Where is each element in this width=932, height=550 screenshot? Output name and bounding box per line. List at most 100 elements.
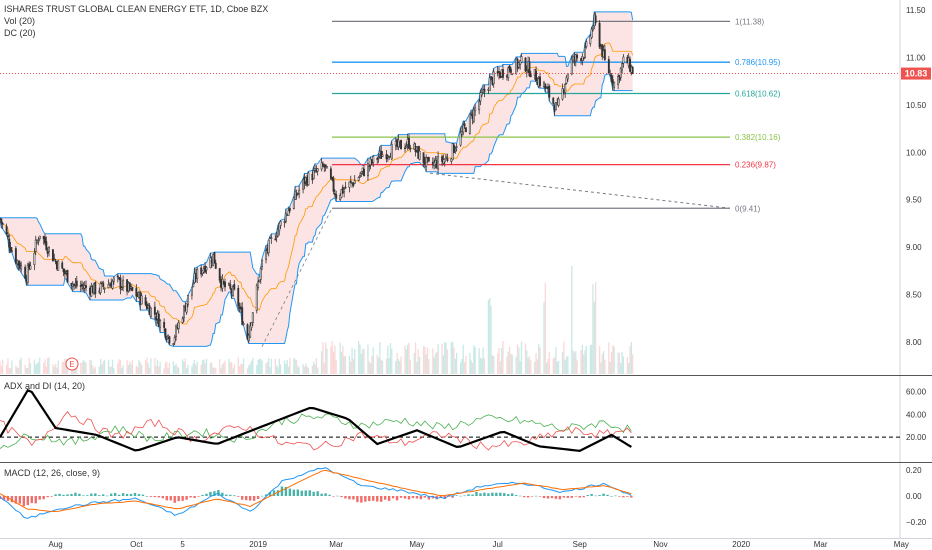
volume-bar — [11, 360, 13, 374]
candle-body — [528, 61, 531, 77]
macd-histogram-bar — [558, 496, 562, 500]
macd-histogram-bar — [221, 492, 224, 496]
macd-histogram-bar — [379, 496, 383, 502]
volume-bar — [544, 282, 546, 374]
volume-bar — [332, 351, 335, 374]
volume-bar — [454, 358, 456, 374]
volume-bar — [307, 367, 310, 374]
chart-title[interactable]: ISHARES TRUST GLOBAL CLEAN ENERGY ETF, 1… — [4, 4, 268, 14]
volume-bar — [499, 361, 501, 374]
volume-bar — [306, 366, 308, 374]
adx-legend[interactable]: ADX and DI (14, 20) — [4, 381, 85, 391]
volume-bar — [482, 347, 484, 374]
candle-body — [94, 282, 97, 295]
candle-body — [122, 279, 125, 288]
donchian-fill — [0, 11, 633, 347]
candle-body — [316, 168, 319, 172]
volume-bar — [203, 359, 205, 374]
candle-body — [437, 156, 440, 170]
volume-bar — [211, 361, 213, 374]
macd-histogram-bar — [372, 496, 375, 501]
macd-histogram-bar — [133, 492, 137, 496]
volume-bar — [257, 359, 259, 374]
volume-bar — [314, 364, 316, 374]
volume-bar — [7, 358, 9, 374]
candle-body — [100, 281, 103, 284]
candle-body — [259, 267, 262, 280]
candle-body — [251, 312, 254, 324]
volume-bar — [630, 341, 632, 374]
candle-body — [164, 328, 167, 338]
volume-bar — [498, 348, 500, 374]
volume-bar — [137, 367, 139, 374]
fib-anchor-line — [261, 208, 333, 347]
macd-histogram-bar — [348, 496, 351, 500]
candle-body — [459, 132, 462, 146]
candle-body — [102, 282, 105, 287]
volume-bar — [252, 357, 254, 374]
candle-body — [120, 287, 123, 290]
volume-bar — [534, 361, 536, 374]
candle-body — [589, 35, 592, 44]
candle-body — [29, 265, 32, 270]
candle-body — [255, 285, 258, 311]
fibonacci-retracement[interactable]: 1(11.38) 0.786(10.95) 0.618(10.62) 0.382(10… — [261, 17, 781, 347]
time-axis[interactable]: Aug Oct 5 2019 Mar May Jul Sep Nov 2020 Mar May — [48, 540, 908, 549]
macd-axis[interactable]: 0.20 0.00 −0.20 — [906, 466, 927, 527]
candle-body — [287, 210, 290, 216]
candle-body — [490, 75, 492, 78]
macd-histogram-bar — [18, 496, 22, 504]
volume-bar — [426, 347, 429, 374]
time-tick-label: Jul — [493, 540, 503, 549]
earnings-event-icon[interactable] — [65, 357, 79, 371]
macd-histogram-bar — [538, 496, 542, 497]
candle-body — [400, 139, 402, 150]
macd-histogram-bar — [98, 495, 101, 496]
volume-bar — [313, 361, 315, 374]
candle-body — [62, 268, 65, 273]
volume-legend[interactable]: Vol (20) — [4, 16, 35, 26]
volume-bar — [109, 366, 111, 374]
candle-body — [443, 158, 446, 163]
macd-legend[interactable]: MACD (12, 26, close, 9) — [4, 468, 100, 478]
volume-bar — [590, 344, 593, 374]
macd-histogram-bar — [153, 496, 157, 498]
volume-bar — [182, 359, 184, 374]
volume-bar — [381, 361, 384, 374]
candle-body — [566, 73, 569, 80]
candle-body — [270, 237, 273, 239]
macd-histogram-bar — [209, 491, 212, 496]
volume-bar — [556, 361, 558, 374]
candle-body — [613, 82, 616, 88]
candle-body — [213, 251, 216, 264]
macd-histogram-bar — [74, 492, 77, 496]
candlestick-series — [0, 11, 634, 347]
event-marker-label: E — [69, 360, 74, 369]
time-tick-label: 2020 — [732, 540, 750, 549]
volume-bar — [166, 361, 168, 374]
volume-bar — [584, 350, 586, 374]
current-price-badge — [901, 67, 931, 80]
volume-bar — [52, 364, 54, 374]
macd-histogram-bar — [256, 496, 260, 499]
donchian-legend[interactable]: DC (20) — [4, 28, 36, 38]
candle-body — [6, 235, 9, 238]
macd-histogram-bar — [332, 496, 335, 497]
candle-body — [492, 71, 495, 84]
candle-body — [265, 250, 267, 260]
price-axis[interactable]: 11.50 11.00 10.50 10.00 9.50 9.00 8.50 8.00 — [906, 6, 927, 347]
candle-body — [283, 221, 286, 223]
macd-histogram-bar — [360, 496, 363, 503]
volume-bar — [246, 368, 249, 374]
candle-body — [381, 154, 384, 157]
macd-histogram-bar — [237, 496, 240, 497]
volume-bar — [53, 366, 55, 374]
volume-bar — [585, 345, 587, 374]
macd-histogram-bar — [125, 493, 129, 496]
candle-body — [453, 144, 455, 153]
adx-axis[interactable]: 60.00 40.00 20.00 — [906, 387, 927, 442]
macd-histogram-bar — [78, 493, 81, 496]
volume-bar — [487, 300, 490, 374]
volume-bar — [479, 357, 482, 374]
